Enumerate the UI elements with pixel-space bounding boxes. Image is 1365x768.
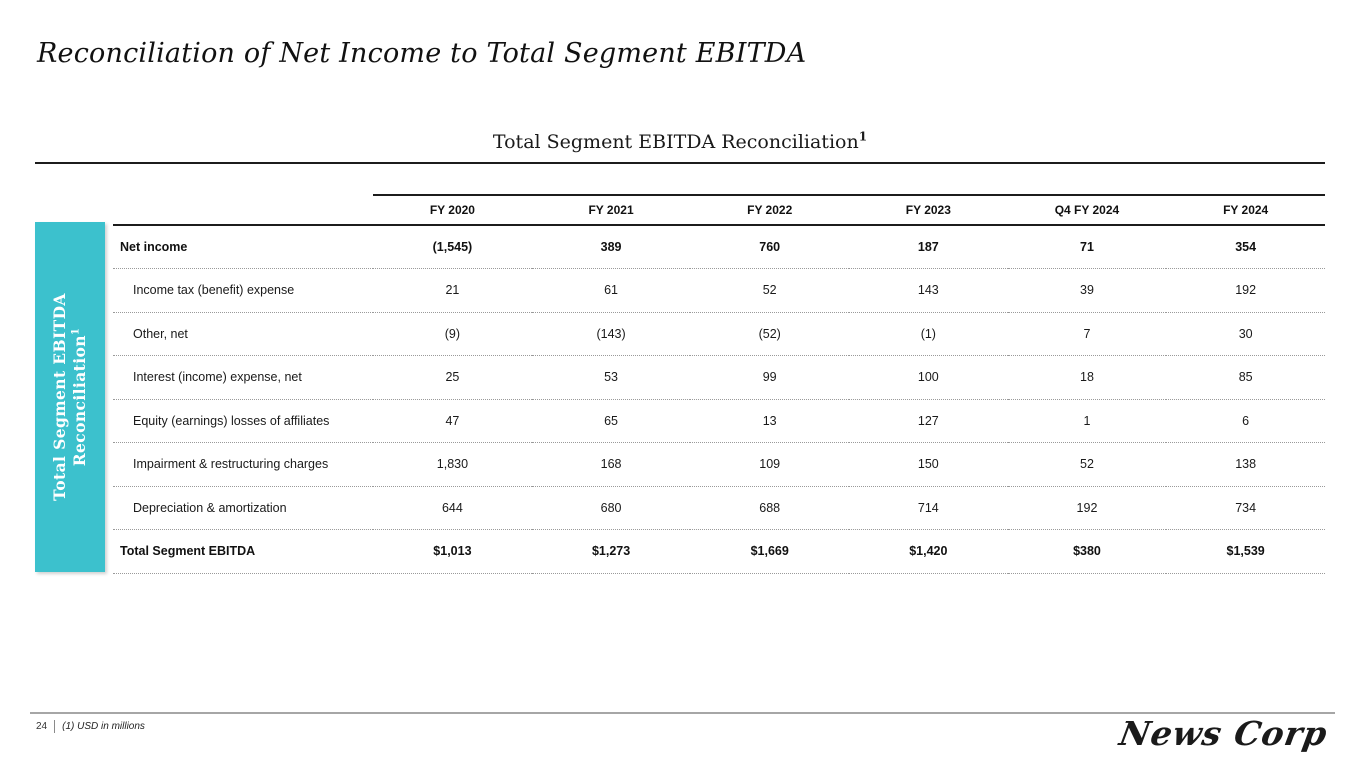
table-caption-superscript: 1 [858, 129, 868, 144]
column-header: FY 2023 [849, 194, 1008, 226]
cell-value: $380 [1007, 529, 1167, 574]
cell-value: 25 [373, 355, 532, 400]
cell-value: 389 [531, 225, 691, 269]
cell-value: (143) [531, 312, 691, 356]
cell-value: 47 [373, 399, 532, 443]
cell-value: (52) [690, 312, 850, 356]
table-row: Other, net (9) (143) (52) (1) 7 30 [113, 312, 1325, 356]
cell-value: (1,545) [373, 225, 532, 269]
cell-value: (1) [849, 312, 1008, 356]
cell-value: 150 [849, 442, 1008, 487]
cell-value: 1,830 [373, 442, 532, 487]
sidebar-category-bar: Total Segment EBITDA Reconciliation1 [35, 222, 105, 572]
footer: 24 (1) USD in millions [36, 720, 145, 733]
sidebar-label: Total Segment EBITDA Reconciliation1 [50, 293, 90, 501]
cell-value: 354 [1166, 225, 1325, 269]
row-label: Total Segment EBITDA [113, 529, 374, 574]
cell-value: 760 [690, 225, 850, 269]
cell-value: 85 [1166, 355, 1325, 400]
cell-value: 109 [690, 442, 850, 487]
table-caption: Total Segment EBITDA Reconciliation1 [35, 131, 1325, 153]
cell-value: 65 [531, 399, 691, 443]
table-row: Impairment & restructuring charges 1,830… [113, 442, 1325, 487]
cell-value: 168 [531, 442, 691, 487]
header-label-cell [113, 195, 374, 226]
table-header-row: FY 2020 FY 2021 FY 2022 FY 2023 Q4 FY 20… [113, 194, 1325, 226]
cell-value: 143 [849, 268, 1008, 313]
caption-underline-rule [35, 162, 1325, 164]
cell-value: 714 [849, 486, 1008, 530]
cell-value: 13 [690, 399, 850, 443]
cell-value: 71 [1007, 225, 1167, 269]
cell-value: 680 [531, 486, 691, 530]
page-number: 24 [36, 721, 48, 732]
cell-value: $1,273 [531, 529, 691, 574]
cell-value: 53 [531, 355, 691, 400]
cell-value: 52 [690, 268, 850, 313]
column-header: FY 2022 [690, 194, 850, 226]
column-header: FY 2020 [373, 194, 532, 226]
cell-value: 192 [1166, 268, 1325, 313]
sidebar-label-line2: Reconciliation [70, 335, 90, 467]
cell-value: 7 [1007, 312, 1167, 356]
table-row: Equity (earnings) losses of affiliates 4… [113, 399, 1325, 443]
sidebar-label-line1: Total Segment EBITDA [50, 293, 70, 501]
sidebar-label-superscript: 1 [70, 327, 82, 336]
cell-value: $1,420 [849, 529, 1008, 574]
page-title: Reconciliation of Net Income to Total Se… [37, 38, 807, 69]
cell-value: $1,013 [373, 529, 532, 574]
table-row: Net income (1,545) 389 760 187 71 354 [113, 225, 1325, 269]
column-header: FY 2024 [1166, 194, 1325, 226]
row-label: Impairment & restructuring charges [113, 442, 374, 487]
table-row: Depreciation & amortization 644 680 688 … [113, 486, 1325, 530]
cell-value: $1,539 [1166, 529, 1325, 574]
cell-value: 192 [1007, 486, 1167, 530]
column-header: Q4 FY 2024 [1007, 194, 1167, 226]
news-corp-logo: News Corp [1116, 714, 1331, 753]
cell-value: 644 [373, 486, 532, 530]
footer-rule [30, 712, 1335, 714]
cell-value: 1 [1007, 399, 1167, 443]
cell-value: 61 [531, 268, 691, 313]
cell-value: 18 [1007, 355, 1167, 400]
row-label: Net income [113, 225, 374, 269]
cell-value: (9) [373, 312, 532, 356]
cell-value: 39 [1007, 268, 1167, 313]
cell-value: 30 [1166, 312, 1325, 356]
cell-value: 138 [1166, 442, 1325, 487]
cell-value: 100 [849, 355, 1008, 400]
table-row: Interest (income) expense, net 25 53 99 … [113, 355, 1325, 400]
cell-value: 187 [849, 225, 1008, 269]
cell-value: 52 [1007, 442, 1167, 487]
reconciliation-table: FY 2020 FY 2021 FY 2022 FY 2023 Q4 FY 20… [113, 194, 1325, 574]
column-header: FY 2021 [531, 194, 691, 226]
table-row: Income tax (benefit) expense 21 61 52 14… [113, 268, 1325, 313]
cell-value: 734 [1166, 486, 1325, 530]
cell-value: 21 [373, 268, 532, 313]
footnote: (1) USD in millions [62, 721, 145, 732]
cell-value: 6 [1166, 399, 1325, 443]
row-label: Interest (income) expense, net [113, 355, 374, 400]
cell-value: 127 [849, 399, 1008, 443]
row-label: Depreciation & amortization [113, 486, 374, 530]
table-row-total: Total Segment EBITDA $1,013 $1,273 $1,66… [113, 529, 1325, 574]
table-caption-text: Total Segment EBITDA Reconciliation [492, 131, 859, 153]
row-label: Income tax (benefit) expense [113, 268, 374, 313]
row-label: Equity (earnings) losses of affiliates [113, 399, 374, 443]
cell-value: $1,669 [690, 529, 850, 574]
row-label: Other, net [113, 312, 374, 356]
cell-value: 688 [690, 486, 850, 530]
footer-divider [54, 720, 56, 733]
cell-value: 99 [690, 355, 850, 400]
